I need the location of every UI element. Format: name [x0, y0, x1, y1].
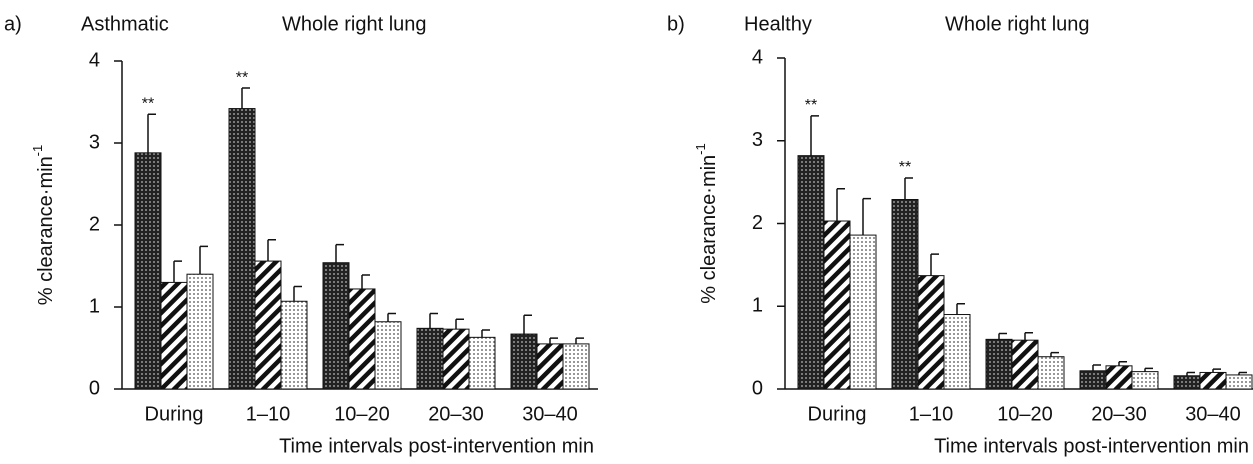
x-tick-label: 1–10 [246, 403, 291, 425]
bar [510, 333, 538, 390]
bar [416, 327, 444, 390]
bar [536, 343, 564, 390]
error-bar [575, 337, 584, 344]
error-bar [1050, 351, 1059, 357]
subtitle: Healthy [744, 13, 812, 35]
y-axis-label-text: % clearance·min [35, 156, 57, 305]
error-bar [523, 314, 532, 335]
chart-title: Whole right lung [945, 13, 1090, 35]
y-tick-label: 1 [752, 295, 763, 317]
bar [562, 343, 590, 390]
panel-label: b) [667, 13, 685, 35]
error-bar [549, 337, 558, 344]
significance-marker: ** [236, 69, 248, 86]
bar [160, 281, 188, 390]
error-bar [241, 87, 250, 109]
error-bar [904, 177, 913, 200]
error-bar [1118, 360, 1127, 366]
error-bar [199, 245, 208, 275]
error-bar [1092, 364, 1101, 371]
error-bar [956, 303, 965, 315]
bar [797, 155, 825, 390]
error-bar [1186, 371, 1195, 376]
bar [849, 234, 877, 390]
x-tick-label: 10–20 [334, 403, 390, 425]
error-bar [1144, 367, 1153, 372]
error-bar [481, 329, 490, 338]
x-tick-label: 10–20 [997, 403, 1053, 425]
x-tick-label: 1–10 [909, 403, 954, 425]
y-tick-label: 1 [89, 295, 100, 317]
error-bar [147, 113, 156, 153]
significance-marker: ** [899, 159, 911, 176]
bar [348, 288, 376, 390]
y-axis-label-sup: -1 [30, 145, 45, 157]
y-tick-label: 3 [752, 129, 763, 151]
bar [943, 314, 971, 390]
y-tick-label: 2 [752, 212, 763, 234]
y-tick-label: 3 [89, 131, 100, 153]
y-tick-label: 4 [752, 46, 763, 68]
error-bar [387, 312, 396, 322]
error-bar [173, 260, 182, 283]
bar [186, 273, 214, 390]
error-bar [335, 243, 344, 263]
y-axis-label: % clearance·min-1 [693, 143, 720, 304]
y-tick-label: 0 [89, 377, 100, 399]
error-bar [267, 239, 276, 262]
bar [322, 262, 350, 390]
x-tick-label: During [145, 403, 204, 425]
error-bar [293, 285, 302, 302]
bar [374, 321, 402, 390]
x-tick-label: 20–30 [428, 403, 484, 425]
x-tick-label: 30–40 [522, 403, 578, 425]
error-bar [429, 312, 438, 329]
y-tick-label: 0 [752, 377, 763, 399]
bar [134, 152, 162, 390]
error-bar [361, 274, 370, 289]
x-axis-label: Time intervals post-intervention min [279, 435, 594, 457]
bar [1079, 370, 1107, 390]
bar [1011, 339, 1039, 390]
x-axis-label: Time intervals post-intervention min [934, 435, 1249, 457]
y-axis-label-text: % clearance·min [698, 155, 720, 304]
panel-label: a) [4, 13, 22, 35]
bar [254, 260, 282, 390]
bar [891, 199, 919, 390]
error-bar [836, 187, 845, 222]
x-tick-label: 30–40 [1185, 403, 1241, 425]
significance-marker: ** [142, 96, 154, 113]
error-bar [998, 332, 1007, 340]
subtitle: Asthmatic [81, 13, 169, 35]
chart-title: Whole right lung [282, 13, 427, 35]
bar [823, 220, 851, 390]
x-tick-label: During [808, 403, 867, 425]
error-bar [455, 318, 464, 330]
significance-marker: ** [805, 97, 817, 114]
bar [1105, 365, 1133, 390]
y-tick-label: 4 [89, 49, 100, 71]
error-bar [930, 253, 939, 276]
bar [442, 328, 470, 390]
bar [1225, 374, 1253, 390]
error-bar [1238, 371, 1247, 375]
bar [985, 338, 1013, 390]
y-axis-label: % clearance·min-1 [30, 145, 57, 306]
bar [1131, 371, 1159, 390]
bar [1199, 371, 1227, 390]
error-bar [862, 197, 871, 236]
y-tick-label: 2 [89, 213, 100, 235]
bar [917, 275, 945, 390]
y-axis-label-sup: -1 [693, 143, 708, 155]
error-bar [1212, 368, 1221, 373]
bar [468, 336, 496, 390]
bar [280, 300, 308, 390]
bar [1173, 375, 1201, 390]
error-bar [1024, 331, 1033, 341]
bar [228, 108, 256, 390]
x-tick-label: 20–30 [1091, 403, 1147, 425]
bar [1037, 356, 1065, 390]
error-bar [810, 115, 819, 156]
